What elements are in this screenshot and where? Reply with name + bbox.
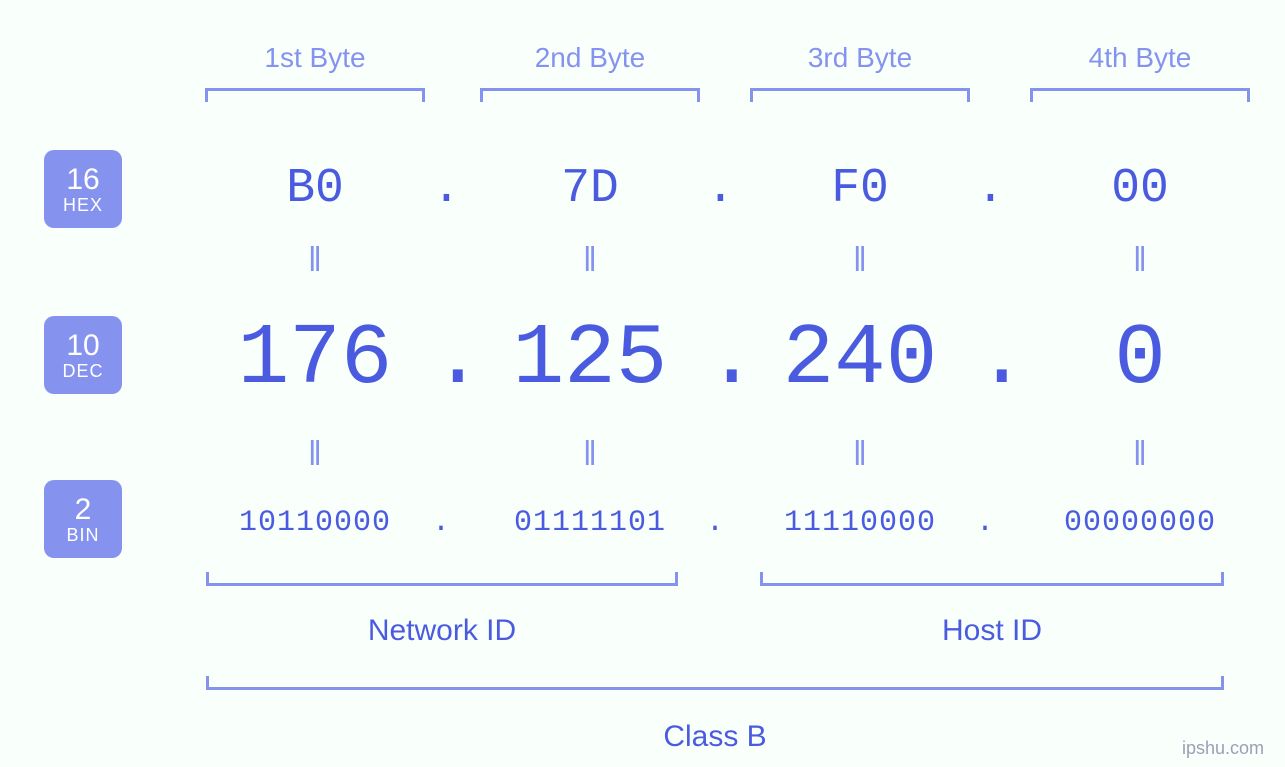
bin-badge-num: 2 <box>75 493 92 526</box>
hex-dot-2: . <box>706 162 735 216</box>
hex-badge: 16 HEX <box>44 150 122 228</box>
hex-dot-3: . <box>976 162 1005 216</box>
dec-val-2: 125 <box>480 310 700 408</box>
hex-val-3: F0 <box>750 162 970 216</box>
top-bracket-1 <box>205 88 425 102</box>
hex-dot-1: . <box>432 162 461 216</box>
hex-badge-num: 16 <box>66 163 99 196</box>
byte-label-2: 2nd Byte <box>480 42 700 74</box>
network-bracket <box>206 572 678 586</box>
hex-badge-abbr: HEX <box>63 196 103 216</box>
dec-badge: 10 DEC <box>44 316 122 394</box>
dec-val-3: 240 <box>750 310 970 408</box>
eq-r1-c1: ǁ <box>205 244 425 282</box>
dec-val-4: 0 <box>1030 310 1250 408</box>
bin-dot-3: . <box>976 506 994 540</box>
bin-val-3: 11110000 <box>750 506 970 540</box>
dec-val-1: 176 <box>205 310 425 408</box>
class-bracket <box>206 676 1224 690</box>
bin-badge-abbr: BIN <box>66 526 99 546</box>
host-bracket <box>760 572 1224 586</box>
byte-label-4: 4th Byte <box>1030 42 1250 74</box>
eq-r2-c4: ǁ <box>1030 438 1250 476</box>
eq-r2-c2: ǁ <box>480 438 700 476</box>
eq-r1-c2: ǁ <box>480 244 700 282</box>
bin-val-1: 10110000 <box>205 506 425 540</box>
top-bracket-3 <box>750 88 970 102</box>
byte-label-1: 1st Byte <box>205 42 425 74</box>
bin-dot-1: . <box>432 506 450 540</box>
dec-dot-3: . <box>976 310 1028 408</box>
dec-badge-num: 10 <box>66 329 99 362</box>
hex-val-4: 00 <box>1030 162 1250 216</box>
bin-val-4: 00000000 <box>1030 506 1250 540</box>
class-label: Class B <box>206 720 1224 754</box>
watermark: ipshu.com <box>1182 738 1264 759</box>
eq-r1-c4: ǁ <box>1030 244 1250 282</box>
host-label: Host ID <box>760 614 1224 648</box>
eq-r1-c3: ǁ <box>750 244 970 282</box>
dec-dot-2: . <box>706 310 758 408</box>
dec-badge-abbr: DEC <box>62 362 103 382</box>
eq-r2-c3: ǁ <box>750 438 970 476</box>
eq-r2-c1: ǁ <box>205 438 425 476</box>
bin-dot-2: . <box>706 506 724 540</box>
bin-val-2: 01111101 <box>480 506 700 540</box>
byte-label-3: 3rd Byte <box>750 42 970 74</box>
network-label: Network ID <box>206 614 678 648</box>
dec-dot-1: . <box>432 310 484 408</box>
bin-badge: 2 BIN <box>44 480 122 558</box>
top-bracket-2 <box>480 88 700 102</box>
hex-val-2: 7D <box>480 162 700 216</box>
top-bracket-4 <box>1030 88 1250 102</box>
hex-val-1: B0 <box>205 162 425 216</box>
